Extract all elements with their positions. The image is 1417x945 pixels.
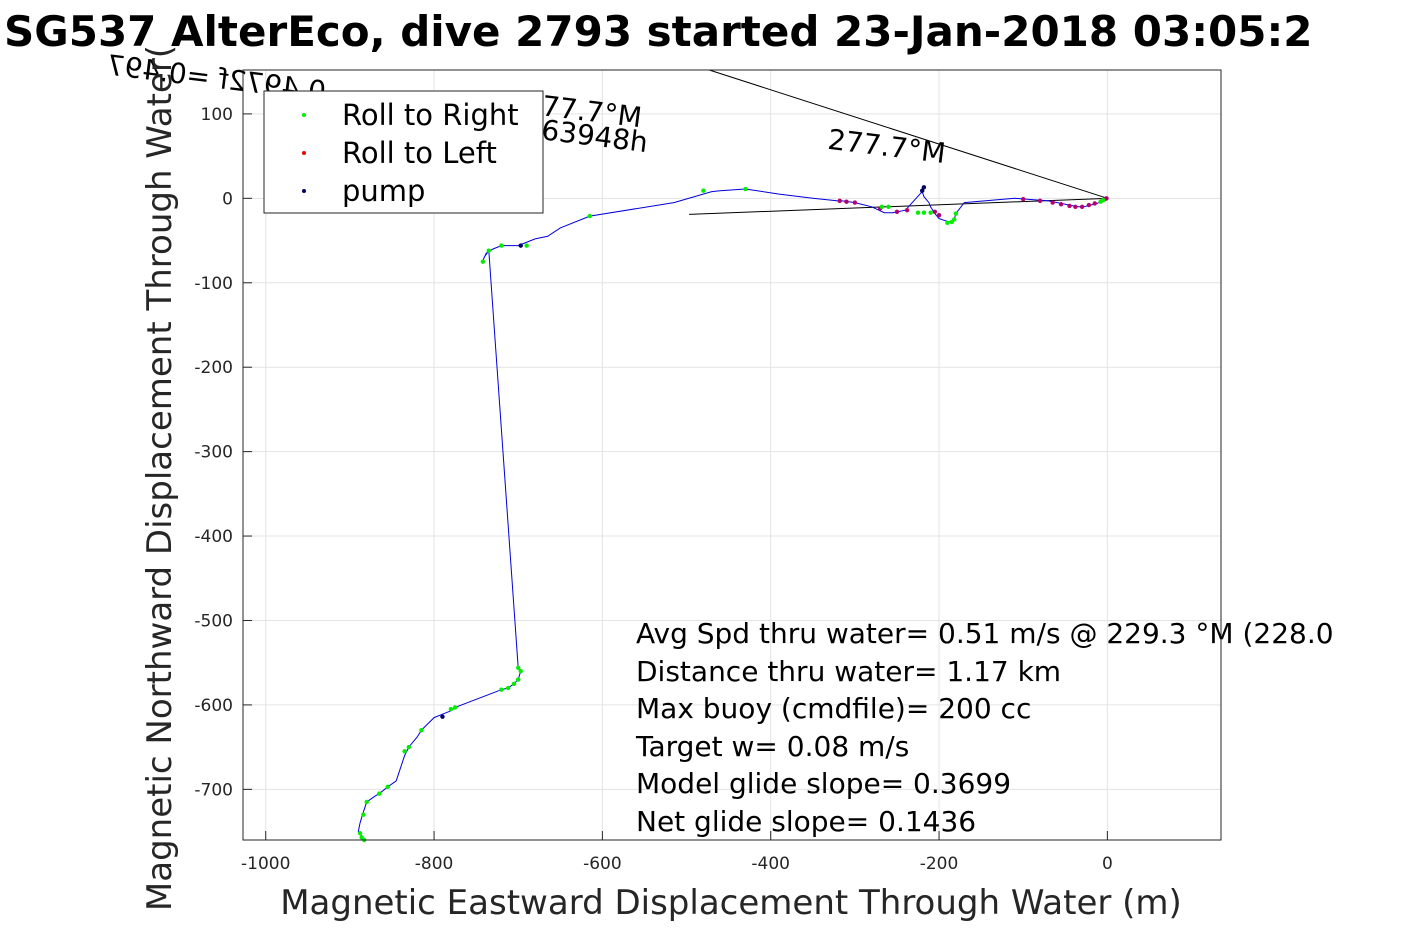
roll-right-point	[949, 219, 954, 225]
roll-right-point	[361, 812, 366, 817]
roll-left-point	[1037, 198, 1043, 204]
roll-right-point	[587, 213, 592, 219]
pump-point	[440, 714, 445, 719]
roll-right-point	[921, 210, 927, 215]
legend-label-roll-right: Roll to Right	[342, 98, 519, 132]
y-tick-label: 100	[201, 105, 233, 125]
roll-left-point	[1086, 202, 1092, 208]
roll-right-point	[915, 210, 921, 215]
roll-left-point	[1021, 196, 1026, 202]
roll-right-point	[499, 243, 504, 248]
legend: Roll to Right Roll to Left pump	[263, 90, 544, 214]
roll-left-point	[1050, 200, 1055, 205]
roll-left-point	[1073, 204, 1078, 209]
roll-right-point	[1098, 199, 1103, 204]
y-tick-label: -700	[194, 780, 233, 800]
roll-right-point	[402, 749, 407, 754]
y-tick-label: -600	[194, 696, 233, 716]
pump-point	[921, 185, 927, 190]
roll-right-point	[953, 211, 959, 216]
x-tick-label: -800	[415, 854, 454, 874]
y-axis-label: Magnetic Northward Displacement Through …	[140, 45, 180, 911]
y-tick-label: 0	[222, 189, 233, 209]
roll-right-point	[357, 831, 363, 836]
roll-right-point	[743, 186, 748, 192]
roll-left-point	[1058, 202, 1064, 207]
x-tick-label: -600	[583, 854, 622, 874]
roll-right-point	[505, 685, 511, 691]
course-line	[689, 197, 1108, 215]
roll-right-point	[448, 706, 454, 712]
stat-avg-speed: Avg Spd thru water= 0.51 m/s @ 229.3 °M …	[636, 617, 1334, 650]
course-lines	[689, 69, 1108, 215]
roll-right-point	[518, 668, 523, 674]
y-tick-label: -100	[194, 274, 233, 294]
x-tick-label: 0	[1102, 854, 1113, 874]
roll-right-point	[511, 681, 517, 687]
roll-left-point	[1079, 204, 1085, 209]
stats-block: Avg Spd thru water= 0.51 m/s @ 229.3 °M …	[635, 617, 1334, 838]
x-ticks: -1000 -800 -600 -400 -200 0	[241, 831, 1113, 874]
roll-right-point	[879, 204, 885, 209]
roll-right-point	[385, 784, 390, 790]
legend-box	[263, 90, 544, 214]
legend-label-roll-left: Roll to Left	[342, 136, 497, 170]
x-tick-label: -200	[920, 854, 959, 874]
roll-right-point	[364, 799, 369, 805]
roll-right-point	[516, 665, 521, 670]
roll-right-point	[516, 677, 521, 682]
x-tick-label: -1000	[241, 854, 290, 874]
roll-left-point	[852, 200, 858, 205]
y-ticks: 100 0 -100 -200 -300 -400 -500 -600 -700	[194, 105, 252, 800]
roll-right-point	[499, 687, 504, 692]
roll-left-point	[1092, 201, 1097, 206]
roll-right-point	[928, 210, 933, 215]
roll-left-point	[837, 198, 842, 204]
y-tick-label: -200	[194, 358, 233, 378]
roll-left-point	[1067, 203, 1072, 209]
plot-frame	[242, 69, 1222, 841]
y-tick-label: -400	[194, 527, 233, 547]
chart-title: SG537 AlterEco, dive 2793 started 23-Jan…	[4, 7, 1312, 56]
roll-right-point	[486, 248, 491, 253]
roll-right-point	[406, 744, 412, 750]
stat-target-w: Target w= 0.08 m/s	[635, 730, 909, 763]
roll-right-point	[886, 204, 891, 209]
stat-distance: Distance thru water= 1.17 km	[636, 655, 1061, 688]
stat-max-buoy: Max buoy (cmdfile)= 200 cc	[636, 692, 1031, 725]
legend-marker-roll-left	[302, 151, 306, 155]
roll-right-point	[419, 728, 424, 733]
roll-right-point	[701, 188, 706, 193]
y-tick-label: -500	[194, 611, 233, 631]
roll-left-point	[932, 209, 938, 215]
legend-marker-roll-right	[302, 113, 306, 117]
stat-model-glide-slope: Model glide slope= 0.3699	[636, 767, 1011, 800]
roll-left-point	[844, 199, 849, 204]
roll-right-point	[524, 243, 529, 248]
roll-left-point	[894, 209, 900, 215]
legend-marker-pump	[302, 189, 306, 193]
roll-right-point	[480, 259, 486, 264]
legend-label-pump: pump	[342, 174, 425, 208]
roll-left-point	[904, 207, 910, 213]
course-line	[709, 69, 1108, 199]
roll-markers	[357, 185, 1109, 843]
x-tick-label: -400	[751, 854, 790, 874]
y-tick-label: -300	[194, 443, 233, 463]
roll-right-point	[377, 791, 382, 796]
roll-left-point	[936, 213, 942, 218]
roll-right-point	[452, 705, 458, 710]
x-axis-label: Magnetic Eastward Displacement Through W…	[280, 883, 1182, 923]
pump-point	[518, 243, 523, 248]
stat-net-glide-slope: Net glide slope= 0.1436	[636, 805, 976, 838]
pump-point	[920, 188, 925, 193]
roll-right-point	[945, 220, 950, 226]
